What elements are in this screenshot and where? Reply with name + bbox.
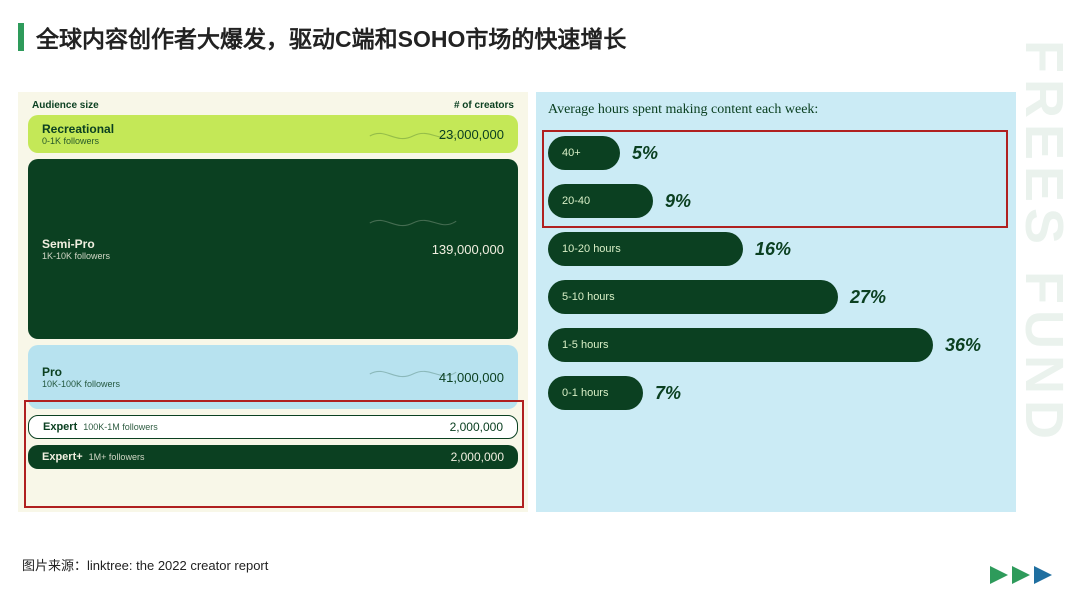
tier-sub: 100K-1M followers (83, 422, 158, 432)
page-title: 全球内容创作者大爆发，驱动C端和SOHO市场的快速增长 (36, 20, 626, 54)
audience-tiers-container: Recreational0-1K followers23,000,000 Semi… (28, 115, 518, 469)
tier-count: 2,000,000 (450, 420, 503, 434)
hours-label: 0-1 hours (562, 387, 608, 399)
hours-pill: 5-10 hours (548, 280, 838, 314)
audience-tier: Expert+ 1M+ followers 2,000,000 (28, 445, 518, 469)
content-area: Audience size # of creators Recreational… (18, 92, 1016, 512)
footer-arrows (990, 566, 1052, 584)
hours-pct: 7% (655, 383, 681, 404)
audience-header-right: # of creators (454, 100, 514, 111)
hours-chart: Average hours spent making content each … (536, 92, 1016, 512)
hours-row: 20-40 9% (548, 180, 1004, 222)
tier-name: Expert+ (42, 451, 83, 463)
hours-pct: 27% (850, 287, 886, 308)
audience-header: Audience size # of creators (28, 100, 518, 111)
tier-sub: 1M+ followers (89, 452, 145, 462)
tier-name: Semi-Pro (42, 237, 110, 251)
hours-row: 5-10 hours 27% (548, 276, 1004, 318)
hours-pill: 40+ (548, 136, 620, 170)
source-text: 图片来源：linktree: the 2022 creator report (22, 555, 268, 574)
audience-size-chart: Audience size # of creators Recreational… (18, 92, 528, 512)
title-bar: 全球内容创作者大爆发，驱动C端和SOHO市场的快速增长 (0, 0, 1080, 54)
hours-pill: 20-40 (548, 184, 653, 218)
hours-pct: 5% (632, 143, 658, 164)
hours-row: 40+ 5% (548, 132, 1004, 174)
hours-pill: 1-5 hours (548, 328, 933, 362)
hours-label: 10-20 hours (562, 243, 621, 255)
hours-label: 1-5 hours (562, 339, 608, 351)
watermark-text: FREES FUND (1013, 40, 1075, 445)
tier-count: 2,000,000 (451, 450, 504, 464)
hours-pill: 0-1 hours (548, 376, 643, 410)
hours-label: 40+ (562, 147, 581, 159)
hours-chart-title: Average hours spent making content each … (548, 102, 1004, 118)
hours-row: 10-20 hours 16% (548, 228, 1004, 270)
audience-header-left: Audience size (32, 100, 99, 111)
audience-tier: Semi-Pro1K-10K followers 139,000,000 (28, 159, 518, 339)
tier-name: Pro (42, 365, 120, 379)
tier-sub: 10K-100K followers (42, 379, 120, 389)
hours-rows-container: 40+ 5% 20-40 9% 10-20 hours 16% 5-10 hours 27% 1… (548, 132, 1004, 414)
hours-row: 1-5 hours 36% (548, 324, 1004, 366)
audience-tier: Pro10K-100K followers41,000,000 (28, 345, 518, 409)
tier-sub: 1K-10K followers (42, 251, 110, 261)
hours-pct: 16% (755, 239, 791, 260)
arrow-icon (1034, 566, 1052, 584)
arrow-icon (1012, 566, 1030, 584)
hours-row: 0-1 hours 7% (548, 372, 1004, 414)
hours-pct: 36% (945, 335, 981, 356)
hours-pill: 10-20 hours (548, 232, 743, 266)
audience-tier: Recreational0-1K followers23,000,000 (28, 115, 518, 153)
hours-pct: 9% (665, 191, 691, 212)
tier-sub: 0-1K followers (42, 136, 114, 146)
tier-name: Expert (43, 421, 77, 433)
tier-count: 139,000,000 (432, 242, 504, 257)
title-accent (18, 23, 24, 51)
audience-tier: Expert 100K-1M followers 2,000,000 (28, 415, 518, 439)
hours-label: 20-40 (562, 195, 590, 207)
tier-name: Recreational (42, 122, 114, 136)
hours-label: 5-10 hours (562, 291, 615, 303)
arrow-icon (990, 566, 1008, 584)
